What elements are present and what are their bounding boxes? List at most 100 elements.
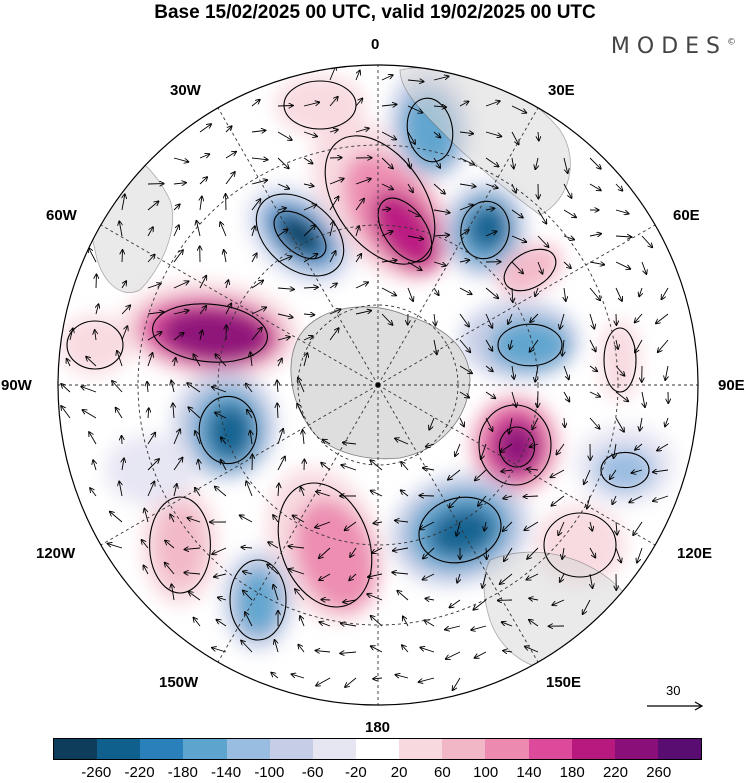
colorbar-swatch <box>485 739 529 759</box>
lon-label-30w: 30W <box>170 82 201 99</box>
wind-arrow <box>198 460 200 471</box>
wind-arrow <box>277 157 289 168</box>
wind-arrow <box>61 384 71 393</box>
colorbar-swatch <box>312 739 356 759</box>
wind-arrow <box>173 157 188 162</box>
wind-arrow <box>108 544 123 549</box>
contour-line <box>277 482 373 608</box>
wind-arrow <box>407 287 413 301</box>
wind-arrow <box>200 197 202 211</box>
wind-arrow <box>303 102 319 107</box>
wind-arrow <box>277 131 292 140</box>
wind-arrow <box>225 172 235 185</box>
lon-label-120e: 120E <box>677 545 713 562</box>
wind-arrow <box>471 625 487 630</box>
wind-arrow <box>532 417 539 429</box>
colorbar-tick-label: 260 <box>646 764 672 781</box>
wind-arrow <box>503 651 513 652</box>
wind-arrow <box>512 157 514 168</box>
height-anomaly-field <box>60 70 675 650</box>
wind-arrow <box>590 573 593 588</box>
wind-arrow <box>485 183 498 188</box>
wind-arrow <box>562 547 564 559</box>
wind-arrow <box>303 184 314 186</box>
meridian-line <box>100 384 379 546</box>
wind-arrow <box>503 496 513 499</box>
wind-arrow <box>501 470 513 471</box>
wind-arrow <box>277 288 294 289</box>
wind-arrow <box>200 330 202 341</box>
wind-arrow <box>122 458 124 471</box>
wind-arrow <box>657 443 669 451</box>
colorbar-tick-label: -20 <box>345 764 367 781</box>
wind-arrow <box>303 314 314 315</box>
wind-arrow <box>303 131 317 136</box>
wind-arrow <box>537 209 546 224</box>
wind-arrow <box>459 417 464 426</box>
wind-arrow <box>315 521 331 528</box>
wind-arrow <box>552 599 565 605</box>
wind-arrow <box>61 406 71 419</box>
wind-arrow <box>556 443 565 454</box>
contour-line <box>255 193 345 277</box>
map-disk <box>58 65 698 705</box>
colorbar-tick-label: 20 <box>390 764 408 781</box>
wind-arrow <box>527 469 539 470</box>
wind-arrow <box>381 104 397 106</box>
colorbar-swatch <box>528 739 572 759</box>
wind-arrow <box>329 196 339 211</box>
wind-arrow <box>144 509 149 523</box>
wind-arrow <box>395 520 409 522</box>
wind-arrow <box>485 287 498 298</box>
contour-line <box>543 512 617 578</box>
wind-arrow <box>616 521 617 535</box>
wind-arrow <box>589 157 601 169</box>
anomaly-blob <box>497 244 563 296</box>
wind-arrow <box>368 574 383 577</box>
wind-arrow <box>584 469 591 484</box>
wind-arrow <box>457 573 460 583</box>
colorbar-swatch <box>571 739 615 759</box>
wind-arrow <box>392 572 409 574</box>
wind-arrow <box>484 521 486 531</box>
anomaly-blob <box>595 448 655 492</box>
wind-arrow <box>381 209 390 210</box>
wind-arrow <box>658 339 669 352</box>
wind-arrow <box>512 287 513 302</box>
wind-arrow <box>277 208 286 210</box>
wind-arrow <box>449 599 461 607</box>
wind-arrow <box>295 589 305 601</box>
wind-arrow <box>373 522 383 523</box>
colorbar <box>53 738 702 760</box>
wind-arrow <box>665 365 668 380</box>
wind-arrow <box>459 157 474 165</box>
wind-arrow <box>485 101 500 107</box>
wind-arrow <box>640 417 642 431</box>
graticule <box>58 65 698 705</box>
wind-arrow <box>535 365 538 382</box>
wind-arrow <box>459 184 476 187</box>
wind-arrow <box>433 261 446 266</box>
lon-label-0: 0 <box>371 36 380 53</box>
wind-arrow <box>381 260 397 262</box>
wind-arrow <box>245 612 253 627</box>
wind-arrow <box>393 548 409 551</box>
wind-arrow <box>408 157 410 168</box>
wind-arrow <box>195 488 201 497</box>
colorbar-tick-label: -100 <box>254 764 285 781</box>
wind-arrow <box>300 616 305 627</box>
contour-line <box>66 320 124 370</box>
wind-arrow <box>395 438 409 445</box>
wind-vectors <box>61 66 668 690</box>
wind-arrow <box>563 236 574 240</box>
wind-arrow <box>563 209 576 217</box>
colorbar-tick-label: 220 <box>602 764 628 781</box>
wind-arrow <box>429 417 435 430</box>
wind-arrow <box>329 283 337 289</box>
wind-arrow <box>303 254 318 263</box>
wind-arrow <box>635 443 643 450</box>
wind-arrow <box>243 590 253 601</box>
wind-arrow <box>251 307 266 315</box>
wind-arrow <box>433 287 439 295</box>
colorbar-swatch <box>269 739 313 759</box>
